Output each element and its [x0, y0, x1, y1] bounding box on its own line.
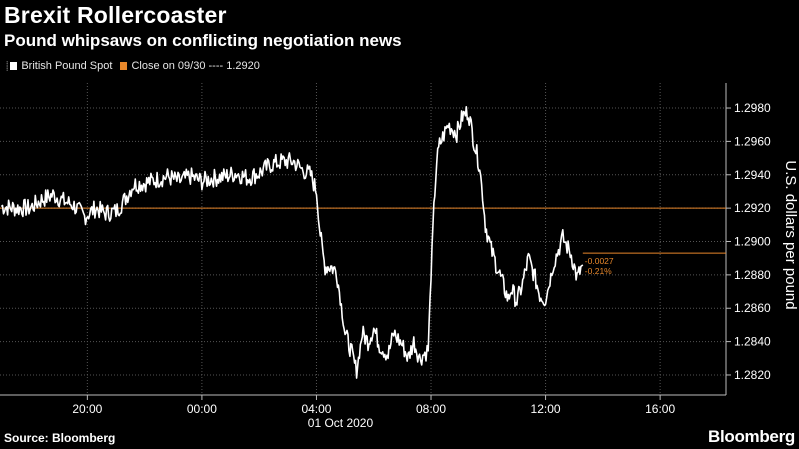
y-tick-label: 1.2820 [734, 368, 771, 382]
legend-swatch-series [10, 61, 18, 70]
y-tick-label: 1.2960 [734, 134, 771, 148]
x-tick-label: 08:00 [416, 402, 446, 416]
source-note: Source: Bloomberg [4, 431, 116, 445]
series-line-gbp [0, 106, 584, 379]
y-tick-label: 1.2860 [734, 301, 771, 315]
legend-item-series: ⸽ British Pound Spot [6, 59, 112, 72]
bloomberg-logo: Bloomberg [707, 427, 795, 446]
grid [0, 83, 726, 395]
x-date-label: 01 Oct 2020 [308, 416, 374, 430]
y-tick-label: 1.2880 [734, 268, 771, 282]
sparkline-icon: ⸽ [6, 61, 9, 71]
y-tick-label: 1.2900 [734, 235, 771, 249]
y-tick-label: 1.2980 [734, 101, 771, 115]
chart-title: Brexit Rollercoaster [4, 2, 227, 28]
axes [0, 83, 731, 400]
x-tick-labels: 20:00 00:00 04:00 08:00 12:00 16:00 [72, 402, 675, 416]
x-tick-label: 12:00 [531, 402, 561, 416]
y-tick-label: 1.2920 [734, 201, 771, 215]
x-tick-label: 04:00 [301, 402, 331, 416]
y-axis-label: U.S. dollars per pound [782, 160, 799, 309]
legend-label-close: Close on 09/30 ---- 1.2920 [131, 59, 260, 72]
x-tick-label: 20:00 [72, 402, 102, 416]
legend-label-series: British Pound Spot [21, 59, 113, 72]
last-change-abs: -0.0027 [585, 256, 614, 266]
last-change-pct: -0.21% [585, 266, 612, 276]
x-tick-label: 16:00 [645, 402, 675, 416]
legend-item-close: Close on 09/30 ---- 1.2920 [120, 59, 260, 72]
x-tick-label: 00:00 [187, 402, 217, 416]
chart-legend: ⸽ British Pound Spot Close on 09/30 ----… [6, 59, 268, 72]
chart-subtitle: Pound whipsaws on conflicting negotiatio… [4, 31, 402, 50]
y-tick-label: 1.2840 [734, 335, 771, 349]
y-tick-labels: 1.2820 1.2840 1.2860 1.2880 1.2900 1.2920 1.29… [734, 101, 771, 382]
legend-swatch-close [120, 61, 128, 70]
y-tick-label: 1.2940 [734, 168, 771, 182]
